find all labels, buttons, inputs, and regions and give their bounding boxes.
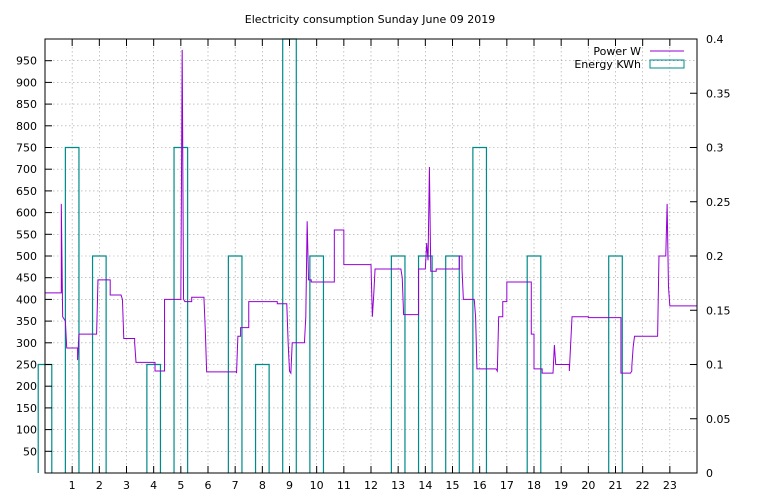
- x-tick-label: 1: [69, 479, 76, 492]
- left-y-tick-label: 250: [16, 359, 37, 372]
- x-tick-labels: 1 2 3 4 5 6 7 8 9 10 11 12 13 14 15 16 17 18 19 20 21 22 23: [69, 479, 677, 492]
- left-y-tick-label: 450: [16, 272, 37, 285]
- x-tick-label: 14: [418, 479, 432, 492]
- energy-bar: [146, 363, 162, 473]
- x-tick-label: 22: [636, 479, 650, 492]
- x-tick-label: 11: [337, 479, 351, 492]
- energy-bars: [37, 38, 623, 473]
- right-y-tick-label: 0.35: [706, 87, 731, 100]
- ticks: [45, 38, 697, 474]
- x-tick-label: 8: [259, 479, 266, 492]
- x-tick-label: 15: [446, 479, 460, 492]
- left-y-tick-label: 100: [16, 424, 37, 437]
- left-y-tick-label: 400: [16, 293, 37, 306]
- x-tick-label: 3: [123, 479, 130, 492]
- left-y-tick-label: 650: [16, 185, 37, 198]
- legend-label-energy: Energy KWh: [574, 58, 641, 71]
- legend: Power W Energy KWh: [574, 45, 685, 71]
- energy-bar: [227, 255, 243, 473]
- x-tick-label: 17: [500, 479, 514, 492]
- right-y-tick-label: 0.1: [706, 359, 724, 372]
- energy-bar: [608, 255, 623, 473]
- legend-swatch-energy: [649, 59, 685, 69]
- left-y-tick-label: 600: [16, 207, 37, 220]
- x-tick-label: 6: [205, 479, 212, 492]
- x-tick-label: 21: [609, 479, 623, 492]
- left-y-tick-label: 700: [16, 163, 37, 176]
- left-y-tick-label: 750: [16, 142, 37, 155]
- x-tick-label: 12: [364, 479, 378, 492]
- energy-bar: [445, 255, 460, 473]
- energy-bar: [254, 363, 270, 473]
- left-y-tick-label: 500: [16, 250, 37, 263]
- right-y-tick-label: 0.05: [706, 413, 731, 426]
- right-y-tick-labels: 0 0.05 0.1 0.15 0.2 0.25 0.3 0.35 0.4: [706, 33, 731, 480]
- energy-bar: [417, 255, 433, 473]
- left-y-tick-label: 200: [16, 380, 37, 393]
- x-tick-label: 19: [554, 479, 568, 492]
- right-y-tick-label: 0.4: [706, 33, 724, 46]
- energy-bar: [390, 255, 406, 473]
- right-y-tick-label: 0.2: [706, 250, 724, 263]
- right-y-tick-label: 0.25: [706, 196, 731, 209]
- x-tick-label: 10: [310, 479, 324, 492]
- energy-bar: [526, 255, 542, 473]
- left-y-tick-label: 300: [16, 337, 37, 350]
- left-y-tick-labels: 50 100 150 200 250 300 350 400 450 500 550 600 650 70…: [16, 55, 37, 459]
- energy-bar: [472, 146, 488, 473]
- energy-bar: [64, 146, 80, 473]
- x-tick-label: 2: [96, 479, 103, 492]
- energy-bar: [91, 255, 107, 473]
- left-y-tick-label: 350: [16, 315, 37, 328]
- x-tick-label: 20: [581, 479, 595, 492]
- x-tick-label: 9: [286, 479, 293, 492]
- right-y-tick-label: 0: [706, 467, 713, 480]
- left-y-tick-label: 550: [16, 228, 37, 241]
- power-line: [45, 49, 697, 375]
- left-y-tick-label: 50: [23, 445, 37, 458]
- x-tick-label: 5: [177, 479, 184, 492]
- x-tick-label: 18: [527, 479, 541, 492]
- chart-title: Electricity consumption Sunday June 09 2…: [245, 13, 495, 26]
- energy-bar: [173, 146, 189, 473]
- right-y-tick-label: 0.15: [706, 304, 731, 317]
- x-tick-label: 7: [232, 479, 239, 492]
- left-y-tick-label: 850: [16, 98, 37, 111]
- x-tick-label: 4: [150, 479, 157, 492]
- legend-label-power: Power W: [593, 45, 641, 58]
- left-y-tick-label: 800: [16, 120, 37, 133]
- x-tick-label: 23: [663, 479, 677, 492]
- left-y-tick-label: 900: [16, 76, 37, 89]
- right-y-tick-label: 0.3: [706, 142, 724, 155]
- x-tick-label: 16: [473, 479, 487, 492]
- x-tick-label: 13: [391, 479, 405, 492]
- left-y-tick-label: 950: [16, 55, 37, 68]
- left-y-tick-label: 150: [16, 402, 37, 415]
- energy-bar: [309, 255, 325, 473]
